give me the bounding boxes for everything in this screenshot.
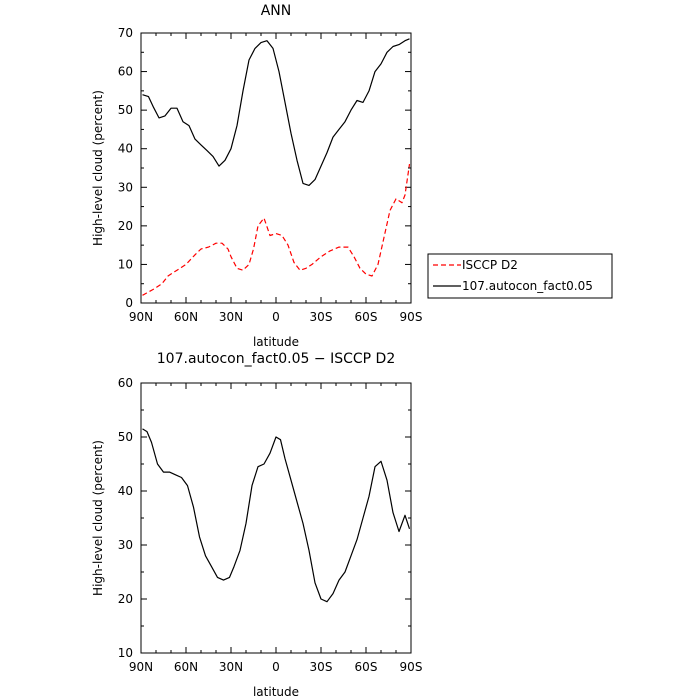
bottom-y-tick-label: 60	[118, 376, 133, 390]
top-chart-title: ANN	[261, 3, 292, 19]
top-x-tick-label: 60N	[174, 310, 198, 324]
legend-label-model: 107.autocon_fact0.05	[462, 279, 593, 293]
bottom-chart-title: 107.autocon_fact0.05 − ISCCP D2	[157, 351, 395, 367]
bottom-y-tick-label: 50	[118, 430, 133, 444]
bottom-x-tick-label: 0	[272, 660, 280, 674]
bottom-plot-lines	[142, 428, 411, 603]
top-y-axis-label: High-level cloud (percent)	[91, 90, 105, 246]
bottom-y-tick-label: 20	[118, 592, 133, 606]
bottom-y-tick-label: 30	[118, 538, 133, 552]
top-y-tick-label: 60	[118, 65, 133, 79]
bottom-x-tick-label: 30N	[219, 660, 243, 674]
bottom-y-tick-label: 10	[118, 646, 133, 660]
top-series-line-0	[142, 164, 411, 296]
top-y-tick-label: 70	[118, 26, 133, 40]
bottom-chart-panel: 107.autocon_fact0.05 − ISCCP D2 90N 60N 30…	[91, 351, 422, 699]
bottom-x-tick-label: 90N	[129, 660, 153, 674]
top-series-line-1	[142, 38, 410, 186]
top-axis-ticks: 90N 60N 30N 0 30S 60S 90S 0 10 20 30 40 50 60 70	[118, 26, 423, 324]
top-y-tick-label: 30	[118, 180, 133, 194]
bottom-series-line-0	[142, 428, 411, 603]
legend: ISCCP D2 107.autocon_fact0.05	[427, 253, 613, 299]
top-x-tick-label: 0	[272, 310, 280, 324]
legend-label-isccp: ISCCP D2	[462, 258, 518, 272]
top-plot-lines	[142, 38, 411, 296]
top-x-tick-label: 90S	[400, 310, 423, 324]
bottom-x-tick-label: 60S	[355, 660, 378, 674]
bottom-y-tick-label: 40	[118, 484, 133, 498]
bottom-y-axis-label: High-level cloud (percent)	[91, 440, 105, 596]
top-y-tick-label: 20	[118, 219, 133, 233]
top-y-tick-label: 50	[118, 103, 133, 117]
bottom-x-axis-label: latitude	[253, 685, 299, 699]
top-x-tick-label: 30N	[219, 310, 243, 324]
top-chart-panel: ANN 90N 60N 30N 0 30S 60S 90S 0 10 20 30 40 50 60 70 l…	[91, 3, 422, 349]
bottom-axis-ticks: 90N 60N 30N 0 30S 60S 90S 10 20 30 40 50 60	[118, 376, 423, 674]
top-plot-frame	[140, 32, 412, 304]
top-x-tick-label: 90N	[129, 310, 153, 324]
top-x-tick-label: 60S	[355, 310, 378, 324]
top-y-tick-label: 40	[118, 142, 133, 156]
top-x-tick-label: 30S	[310, 310, 333, 324]
bottom-x-tick-label: 60N	[174, 660, 198, 674]
top-x-axis-label: latitude	[253, 335, 299, 349]
top-y-tick-label: 0	[125, 296, 133, 310]
bottom-plot-frame	[140, 382, 412, 654]
legend-box	[427, 253, 613, 299]
top-y-tick-label: 10	[118, 257, 133, 271]
bottom-x-tick-label: 90S	[400, 660, 423, 674]
bottom-x-tick-label: 30S	[310, 660, 333, 674]
